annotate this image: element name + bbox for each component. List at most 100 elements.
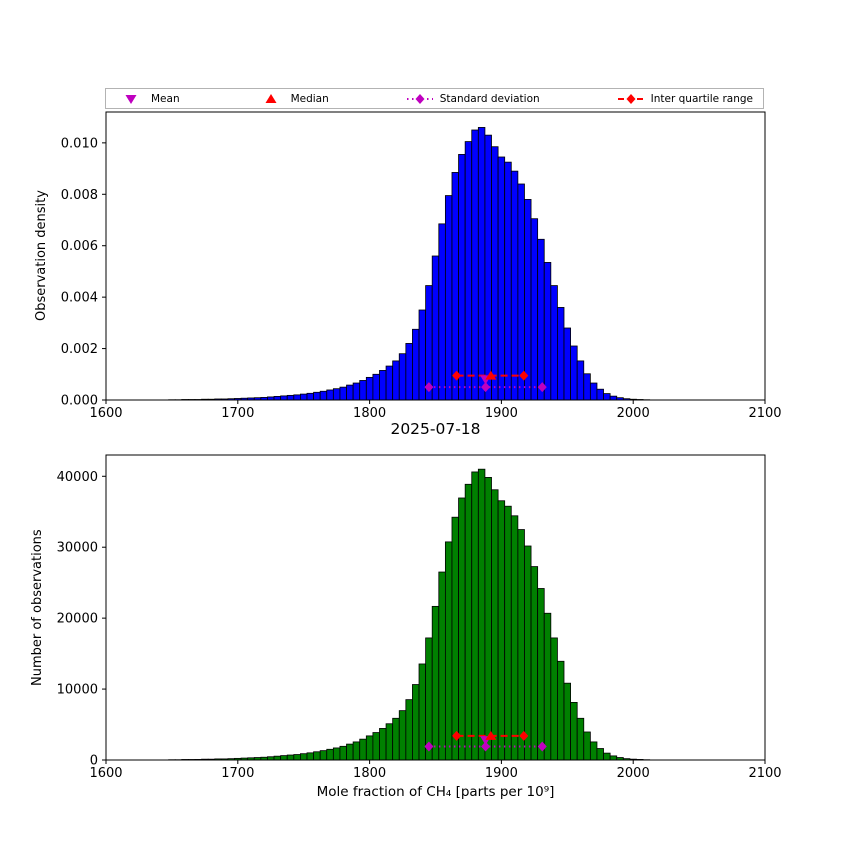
histogram-bar — [537, 238, 545, 401]
histogram-bar — [431, 605, 440, 761]
histogram-bar — [418, 309, 427, 401]
histogram-bar — [491, 146, 499, 401]
mean-marker — [125, 94, 137, 104]
median-marker — [485, 730, 497, 740]
histogram-bar — [392, 717, 400, 761]
histogram-bar — [596, 748, 604, 761]
histogram-bar — [504, 505, 512, 761]
legend-item-median: Median — [256, 91, 329, 107]
tick-label: 1800 — [353, 766, 386, 781]
x-axis-label: Mole fraction of CH₄ [parts per 10⁹] — [316, 784, 555, 800]
diamond-marker — [519, 370, 529, 381]
histogram-bar — [497, 500, 506, 761]
histogram-bar — [563, 682, 571, 761]
histogram-bar — [570, 702, 578, 761]
histogram-bar — [359, 738, 367, 761]
plot-observation-density: 1600 1700 1800 1900 2000 2100 0.000 0.002 0.004 0… — [61, 111, 782, 421]
histogram-bar — [517, 183, 525, 401]
histogram-bar — [339, 386, 347, 401]
legend-label-standard-deviation: Standard deviation — [439, 92, 540, 105]
histogram-bar — [524, 545, 532, 761]
histogram-bar — [372, 373, 380, 401]
diamond-marker — [424, 382, 434, 393]
histogram-bar — [510, 515, 519, 761]
legend-item-inter-quartile-range: Inter quartile range — [616, 91, 753, 107]
histogram-bar — [589, 382, 598, 401]
tick-label: 0.002 — [61, 342, 98, 357]
tick-label: 2000 — [617, 766, 650, 781]
histogram-bar — [557, 307, 565, 401]
tick-label: 0.008 — [61, 188, 98, 203]
tick-label: 0.006 — [61, 239, 98, 254]
legend-item-mean: Mean — [116, 91, 180, 107]
histogram-bar — [438, 223, 446, 401]
histogram-bar — [491, 489, 499, 761]
histogram-bar — [557, 660, 565, 761]
diamond-marker — [537, 382, 547, 393]
histogram-bar — [583, 373, 591, 401]
tick-label: 10000 — [57, 683, 98, 698]
histogram-bar — [412, 684, 420, 761]
histogram-bar — [412, 328, 420, 401]
y-axis-label-bottom: Number of observations — [30, 529, 45, 686]
histogram-bar — [471, 471, 479, 761]
histogram-bar — [477, 127, 486, 401]
median-marker — [265, 93, 277, 103]
histogram-bar — [530, 566, 539, 761]
histogram-bar — [365, 735, 374, 761]
histogram-bar — [398, 710, 407, 761]
inter-quartile-range-marker-icon — [617, 93, 644, 104]
histogram-bar — [589, 741, 598, 761]
standard-deviation-marker-icon — [406, 93, 433, 104]
histogram-bar — [332, 388, 341, 401]
histogram-bar — [359, 380, 367, 401]
tick-label: 1800 — [353, 406, 386, 421]
histogram-bar — [451, 516, 459, 761]
histogram-bar — [280, 395, 288, 401]
histogram-bar — [346, 743, 354, 761]
histogram-bar — [313, 391, 321, 401]
tick-label: 1600 — [89, 406, 122, 421]
histogram-bar — [299, 393, 308, 401]
diamond-marker — [626, 93, 636, 104]
tick-label: 1900 — [485, 406, 518, 421]
plot-title: 2025-07-18 — [390, 420, 481, 438]
histogram-bar — [332, 747, 341, 761]
tick-label: 20000 — [57, 612, 98, 627]
median-marker-icon — [265, 93, 277, 103]
legend-item-standard-deviation: Standard deviation — [405, 91, 540, 107]
tick-label: 40000 — [57, 470, 98, 485]
histogram-bar — [583, 731, 591, 761]
legend-label-median: Median — [290, 92, 329, 105]
histogram-bar — [477, 468, 486, 761]
diamond-marker — [537, 741, 547, 752]
histogram-bar — [464, 483, 473, 761]
histogram-bar — [319, 750, 328, 761]
histogram-bar — [603, 393, 611, 401]
histogram-bar — [484, 134, 492, 401]
histogram-bar — [379, 728, 387, 761]
diamond-marker — [415, 93, 425, 104]
histogram-bar — [306, 752, 314, 761]
diamond-marker — [452, 730, 462, 741]
histogram-bar — [352, 741, 361, 761]
histogram-bar — [458, 154, 466, 401]
histogram-bar — [379, 370, 387, 401]
histogram-bar — [504, 161, 512, 401]
diamond-marker — [452, 370, 462, 381]
diamond-marker — [424, 741, 434, 752]
mean-marker-icon — [125, 94, 137, 104]
histogram-bar — [352, 382, 361, 401]
histogram-bar — [398, 353, 407, 401]
histogram-bar — [286, 754, 295, 761]
histogram-bar — [484, 477, 492, 761]
diamond-marker — [481, 382, 491, 393]
histogram-bar — [471, 129, 479, 401]
histogram-bar — [286, 394, 295, 401]
histogram-bar — [346, 384, 354, 401]
tick-label: 0.010 — [61, 136, 98, 151]
tick-label: 1600 — [89, 766, 122, 781]
histogram-bar — [530, 218, 539, 401]
